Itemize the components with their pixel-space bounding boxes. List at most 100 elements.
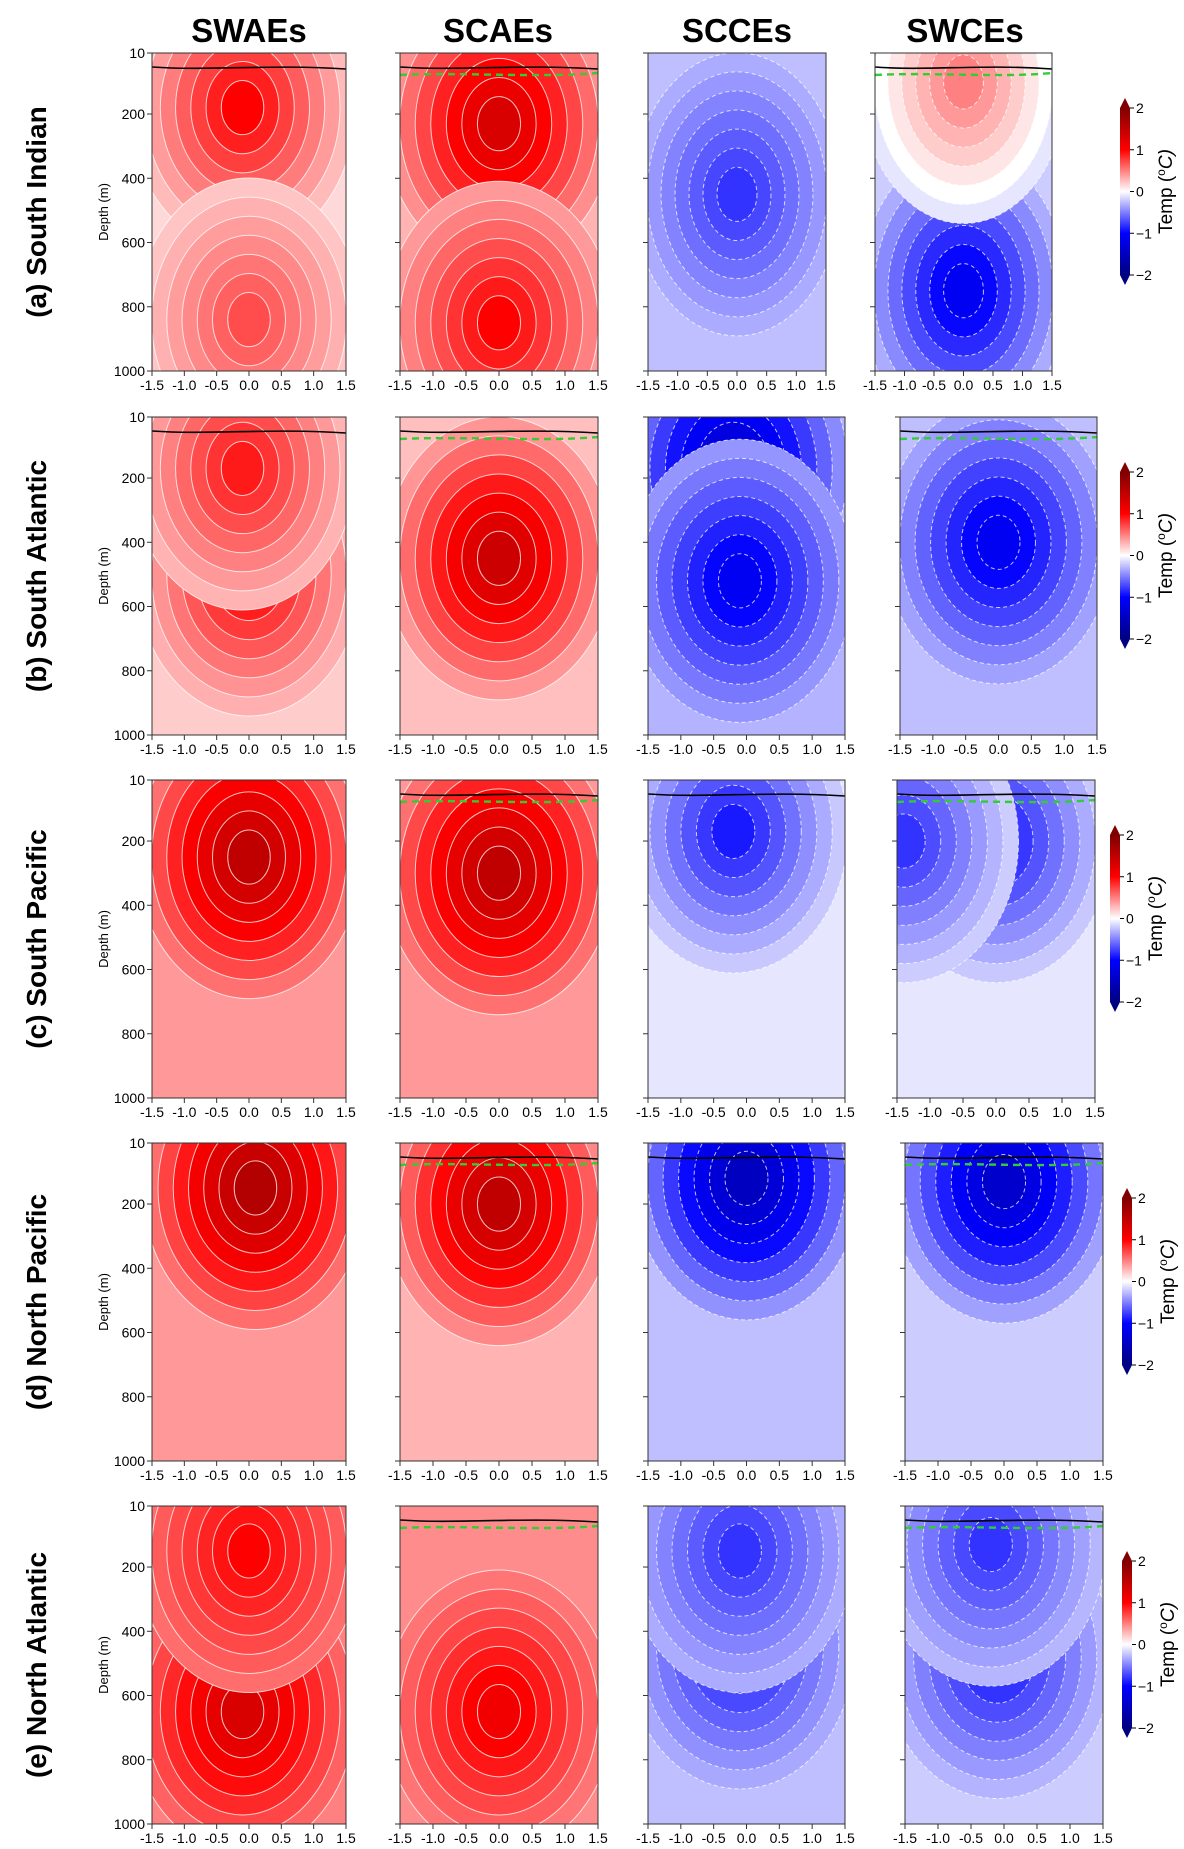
contour-level bbox=[943, 263, 984, 319]
y-tick-label: 1000 bbox=[114, 363, 145, 379]
x-tick-label: 1.0 bbox=[802, 1467, 822, 1483]
y-tick-label: 600 bbox=[122, 235, 146, 251]
x-tick-label: -1.0 bbox=[172, 1467, 196, 1483]
y-tick-label: 200 bbox=[122, 833, 146, 849]
y-axis-label: Depth (m) bbox=[96, 183, 111, 241]
zero-contour-line bbox=[897, 793, 1095, 797]
contour-level bbox=[233, 1160, 278, 1216]
x-tick-label: 1.0 bbox=[555, 741, 575, 757]
colorbar-extend-min bbox=[1120, 275, 1130, 285]
x-tick-label: -1.0 bbox=[172, 741, 196, 757]
x-tick-label: 0.5 bbox=[1027, 1830, 1047, 1846]
panel-r2-c3: -1.5 -1.0 -0.5 0.0 0.5 1.0 1.5 bbox=[885, 779, 1105, 1120]
colorbar-gradient bbox=[1120, 108, 1130, 275]
colorbar-tick-label: 0 bbox=[1136, 184, 1144, 200]
colorbar-tick-label: −2 bbox=[1136, 631, 1152, 647]
x-tick-label: 1.5 bbox=[588, 1830, 608, 1846]
x-tick-label: -1.5 bbox=[893, 1830, 917, 1846]
x-tick-label: 1.5 bbox=[336, 1830, 356, 1846]
x-tick-label: -1.0 bbox=[421, 1104, 445, 1120]
x-tick-label: 0.0 bbox=[989, 741, 1009, 757]
x-tick-label: -1.0 bbox=[926, 1830, 950, 1846]
colorbar-tick-label: 0 bbox=[1138, 1637, 1146, 1653]
y-tick-label: 400 bbox=[122, 1260, 146, 1276]
colorbar-tick-label: 2 bbox=[1136, 464, 1144, 480]
x-tick-label: -1.0 bbox=[172, 1104, 196, 1120]
x-tick-label: 1.0 bbox=[304, 741, 324, 757]
panel-r0-c1: -1.5 -1.0 -0.5 0.0 0.5 1.0 1.5 bbox=[388, 52, 608, 393]
x-tick-label: -1.5 bbox=[885, 1104, 909, 1120]
x-tick-label: 1.5 bbox=[1042, 377, 1062, 393]
x-tick-label: 0.5 bbox=[522, 377, 542, 393]
y-tick-label: 1000 bbox=[114, 1090, 145, 1106]
mixed-layer-depth-line bbox=[897, 798, 1095, 804]
panel-r0-c3: -1.5 -1.0 -0.5 0.0 0.5 1.0 1.5 bbox=[863, 52, 1062, 393]
x-tick-label: 1.0 bbox=[1060, 1467, 1080, 1483]
zero-contour-line bbox=[648, 1156, 845, 1160]
x-tick-label: -0.5 bbox=[702, 1467, 726, 1483]
x-tick-label: 0.5 bbox=[1019, 1104, 1039, 1120]
mixed-layer-depth-line bbox=[905, 1524, 1103, 1530]
y-tick-label: 10 bbox=[129, 772, 145, 788]
x-tick-label: -1.5 bbox=[636, 1830, 660, 1846]
x-tick-label: 0.0 bbox=[986, 1104, 1006, 1120]
x-tick-label: -1.0 bbox=[926, 1467, 950, 1483]
x-tick-label: -1.0 bbox=[421, 1830, 445, 1846]
x-tick-label: -1.0 bbox=[669, 741, 693, 757]
x-tick-label: 0.5 bbox=[522, 1104, 542, 1120]
x-tick-label: 1.0 bbox=[802, 1830, 822, 1846]
x-tick-label: -0.5 bbox=[695, 377, 719, 393]
mixed-layer-depth-line bbox=[400, 71, 598, 77]
x-tick-label: 1.5 bbox=[588, 741, 608, 757]
y-tick-label: 200 bbox=[122, 1559, 146, 1575]
contour-level bbox=[711, 803, 756, 859]
x-tick-label: -0.5 bbox=[205, 1467, 229, 1483]
x-tick-label: 1.0 bbox=[802, 1104, 822, 1120]
contour-level bbox=[220, 440, 265, 496]
y-tick-label: 600 bbox=[122, 1688, 146, 1704]
x-tick-label: 1.5 bbox=[816, 377, 836, 393]
y-tick-label: 10 bbox=[129, 1498, 145, 1514]
x-tick-label: 0.5 bbox=[757, 377, 777, 393]
x-tick-label: -1.0 bbox=[172, 377, 196, 393]
zero-contour-line bbox=[400, 430, 598, 434]
x-tick-label: 1.5 bbox=[835, 1830, 855, 1846]
x-tick-label: -1.0 bbox=[421, 741, 445, 757]
x-tick-label: 1.5 bbox=[336, 377, 356, 393]
panel-r3-c3: -1.5 -1.0 -0.5 0.0 0.5 1.0 1.5 bbox=[893, 1142, 1113, 1483]
x-tick-label: 1.0 bbox=[304, 1467, 324, 1483]
panel-r3-c1: -1.5 -1.0 -0.5 0.0 0.5 1.0 1.5 bbox=[388, 1142, 608, 1483]
x-tick-label: 0.0 bbox=[737, 1104, 757, 1120]
x-tick-label: 1.0 bbox=[304, 1830, 324, 1846]
mixed-layer-depth-line bbox=[400, 1524, 598, 1530]
x-tick-label: -0.5 bbox=[959, 1830, 983, 1846]
y-tick-label: 1000 bbox=[114, 727, 145, 743]
colorbar-tick-label: 1 bbox=[1138, 1595, 1146, 1611]
x-tick-label: -0.5 bbox=[951, 1104, 975, 1120]
y-tick-label: 200 bbox=[122, 106, 146, 122]
zero-contour-line bbox=[905, 1156, 1103, 1160]
contour-level bbox=[476, 1176, 522, 1232]
colorbar-tick-label: −1 bbox=[1136, 589, 1152, 605]
y-tick-label: 600 bbox=[122, 1325, 146, 1341]
x-tick-label: -1.5 bbox=[140, 1467, 164, 1483]
colorbar-gradient bbox=[1122, 1198, 1132, 1365]
x-tick-label: -0.5 bbox=[205, 741, 229, 757]
x-tick-label: 0.0 bbox=[994, 1830, 1014, 1846]
x-tick-label: -1.5 bbox=[140, 741, 164, 757]
row-label: (d) North Pacific bbox=[21, 1194, 52, 1410]
colorbar-tick-label: 2 bbox=[1138, 1190, 1146, 1206]
x-tick-label: -0.5 bbox=[454, 1104, 478, 1120]
mixed-layer-depth-line bbox=[900, 435, 1097, 441]
x-tick-label: -1.5 bbox=[140, 377, 164, 393]
x-tick-label: -0.5 bbox=[454, 1830, 478, 1846]
x-tick-label: 0.5 bbox=[770, 1467, 790, 1483]
x-tick-label: 1.0 bbox=[555, 1104, 575, 1120]
colorbar-extend-max bbox=[1120, 98, 1130, 108]
x-tick-label: -1.0 bbox=[421, 1467, 445, 1483]
colorbar-tick-label: 0 bbox=[1126, 911, 1134, 927]
x-tick-label: -0.5 bbox=[205, 377, 229, 393]
y-tick-label: 10 bbox=[129, 1135, 145, 1151]
x-tick-label: 0.5 bbox=[272, 377, 292, 393]
